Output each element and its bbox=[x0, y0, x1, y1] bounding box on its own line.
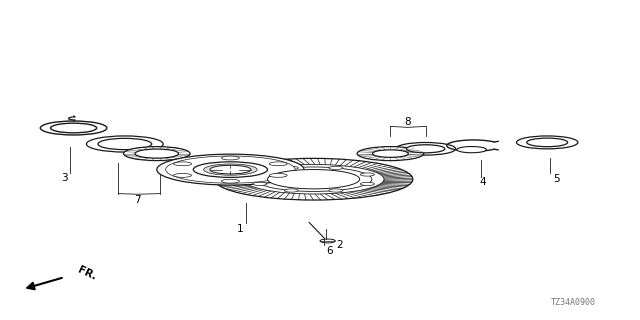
Text: 1: 1 bbox=[237, 224, 243, 234]
Ellipse shape bbox=[320, 239, 335, 243]
Ellipse shape bbox=[357, 147, 424, 161]
Ellipse shape bbox=[193, 162, 268, 177]
Ellipse shape bbox=[329, 166, 343, 170]
Text: FR.: FR. bbox=[76, 265, 98, 282]
Text: 6: 6 bbox=[326, 246, 333, 256]
Text: 7: 7 bbox=[134, 195, 141, 205]
Ellipse shape bbox=[457, 147, 486, 153]
Ellipse shape bbox=[86, 136, 163, 152]
Ellipse shape bbox=[124, 147, 190, 161]
Ellipse shape bbox=[40, 121, 107, 135]
Ellipse shape bbox=[210, 165, 251, 174]
Ellipse shape bbox=[372, 150, 408, 157]
Ellipse shape bbox=[204, 164, 257, 175]
Text: 4: 4 bbox=[480, 177, 486, 188]
Text: 3: 3 bbox=[61, 172, 67, 183]
Ellipse shape bbox=[157, 154, 304, 185]
Ellipse shape bbox=[269, 173, 287, 177]
Ellipse shape bbox=[527, 138, 568, 147]
Ellipse shape bbox=[166, 156, 295, 183]
Ellipse shape bbox=[268, 170, 360, 189]
Ellipse shape bbox=[516, 136, 578, 149]
Ellipse shape bbox=[284, 189, 298, 192]
Ellipse shape bbox=[253, 182, 267, 186]
Ellipse shape bbox=[221, 179, 239, 183]
Ellipse shape bbox=[173, 162, 191, 166]
Ellipse shape bbox=[284, 166, 298, 170]
Ellipse shape bbox=[269, 162, 287, 166]
Text: 2: 2 bbox=[336, 240, 342, 250]
Ellipse shape bbox=[221, 156, 239, 160]
Ellipse shape bbox=[406, 145, 445, 153]
Ellipse shape bbox=[360, 173, 374, 176]
Ellipse shape bbox=[396, 142, 456, 155]
Ellipse shape bbox=[255, 167, 372, 191]
Ellipse shape bbox=[135, 149, 179, 158]
Ellipse shape bbox=[51, 123, 97, 133]
Text: TZ34A0900: TZ34A0900 bbox=[550, 298, 595, 307]
Ellipse shape bbox=[173, 173, 191, 177]
Ellipse shape bbox=[360, 182, 374, 186]
Ellipse shape bbox=[329, 189, 343, 192]
Text: 5: 5 bbox=[554, 174, 560, 184]
Ellipse shape bbox=[98, 138, 152, 150]
Ellipse shape bbox=[253, 173, 267, 176]
Ellipse shape bbox=[214, 158, 413, 200]
Text: 8: 8 bbox=[404, 116, 411, 127]
Ellipse shape bbox=[243, 164, 384, 194]
